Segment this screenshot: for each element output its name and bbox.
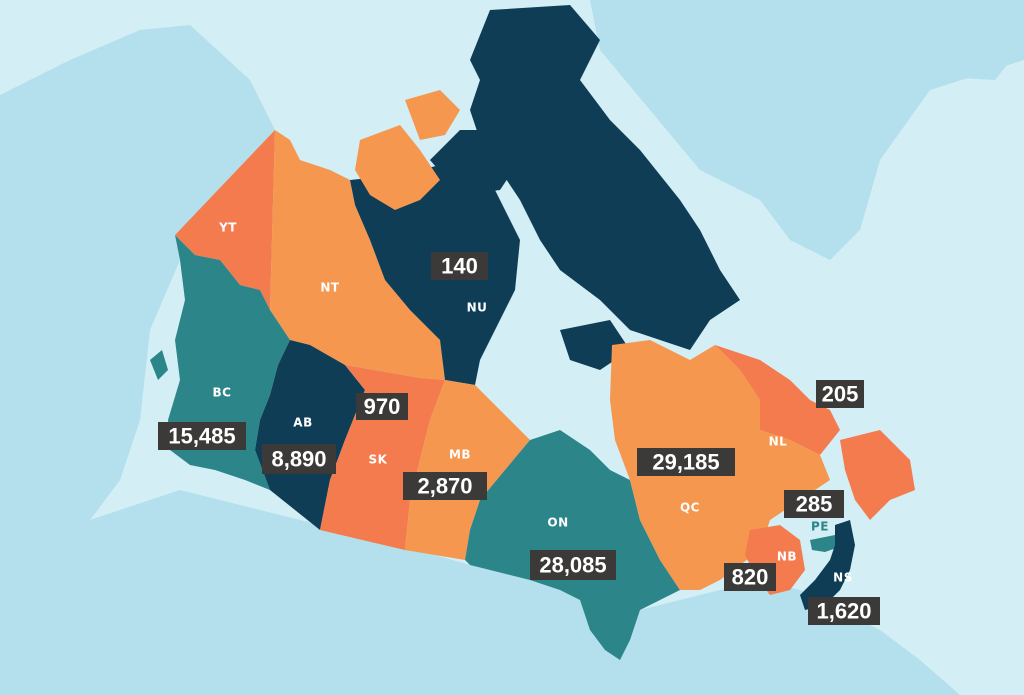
region-nt-island-2 — [405, 90, 460, 140]
region-sk-abbr: SK — [369, 453, 388, 467]
region-on-value-label: 28,085 — [530, 550, 616, 580]
region-ns-value-label: 1,620 — [808, 597, 880, 625]
greenland-land — [590, 0, 1024, 260]
region-mb-value-label: 2,870 — [403, 472, 487, 500]
region-nb-value-label: 820 — [724, 563, 776, 591]
region-nl-value: 205 — [822, 382, 859, 407]
region-mb-abbr: MB — [449, 448, 471, 462]
region-yt-abbr: YT — [218, 221, 237, 235]
bc-island — [150, 350, 168, 380]
region-nu-value-label: 140 — [431, 252, 488, 280]
region-ab-shape — [255, 340, 365, 530]
region-ns-shape — [800, 520, 855, 610]
region-on-abbr: ON — [547, 516, 568, 530]
region-nt-shape — [270, 130, 445, 380]
region-ns-abbr: NS — [833, 571, 853, 585]
region-nt-island-1 — [355, 125, 440, 210]
region-nb-abbr: NB — [777, 550, 797, 564]
region-pe-value-label: 285 — [784, 490, 844, 518]
region-bc-abbr: BC — [213, 386, 232, 400]
region-bc-value: 15,485 — [168, 424, 235, 449]
region-pe-value: 285 — [796, 492, 833, 517]
iceland-land — [945, 35, 1015, 80]
region-mb-value: 2,870 — [417, 474, 472, 499]
region-ns-value: 1,620 — [816, 599, 871, 624]
region-nb-value: 820 — [732, 565, 769, 590]
region-sk-value-label: 970 — [356, 393, 408, 420]
region-nl-island — [840, 430, 915, 520]
region-on-shape — [465, 430, 680, 660]
region-pe-abbr: PE — [811, 520, 829, 534]
region-qc-value-label: 29,185 — [637, 448, 735, 476]
region-sk-shape — [320, 365, 445, 550]
region-nu-value: 140 — [441, 254, 478, 279]
region-bc-value-label: 15,485 — [158, 422, 246, 450]
region-nu-island-2 — [430, 130, 520, 195]
region-nl-labrador — [715, 345, 840, 455]
region-mb-shape — [405, 380, 530, 560]
region-ab-value: 8,890 — [271, 447, 326, 472]
region-nu-islands — [470, 5, 740, 350]
usa-land — [0, 490, 960, 695]
region-nl-abbr: NL — [769, 435, 788, 449]
region-ab-value-label: 8,890 — [262, 444, 336, 474]
region-ab-abbr: AB — [293, 416, 312, 430]
region-nu-abbr: NU — [467, 301, 488, 315]
alaska-land — [0, 25, 275, 540]
region-sk-value: 970 — [364, 394, 401, 419]
region-qc-value: 29,185 — [652, 450, 719, 475]
region-nt-abbr: NT — [320, 281, 340, 295]
region-qc-abbr: QC — [680, 501, 700, 515]
region-on-value: 28,085 — [539, 553, 606, 578]
region-yt-shape — [175, 130, 275, 310]
region-nl-value-label: 205 — [816, 380, 864, 408]
